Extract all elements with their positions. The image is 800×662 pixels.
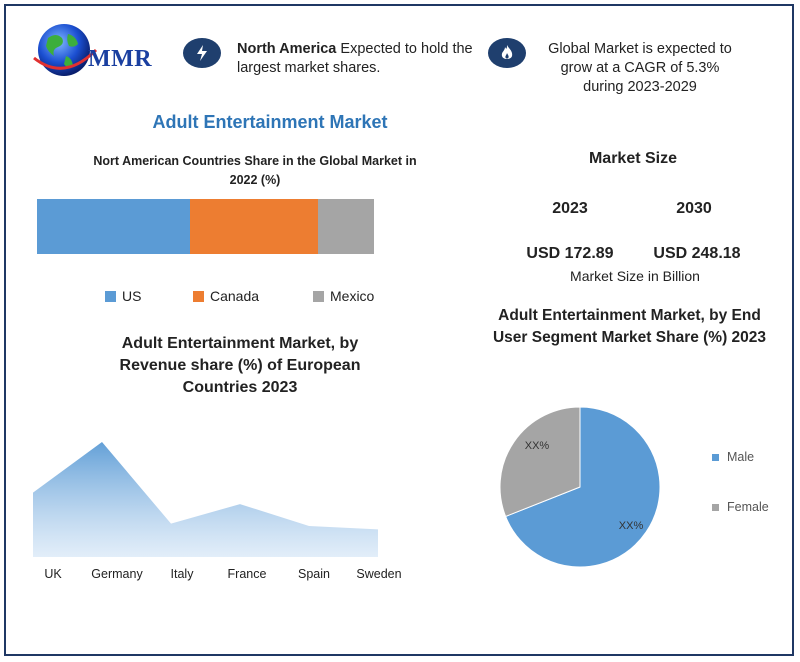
pie-chart-title: Adult Entertainment Market, by End User … — [492, 307, 767, 346]
highlight-rest: Expected to hold the largest market shar… — [237, 41, 473, 76]
pie-legend-label-female: Female — [727, 500, 769, 514]
stacked-bar — [37, 199, 374, 254]
market-size-unit-label: Market Size in Billion — [570, 268, 700, 284]
x-tick-label: Italy — [171, 567, 195, 581]
highlight-bold: North America — [237, 41, 337, 57]
legend-swatch-canada — [193, 290, 204, 302]
lightning-icon — [183, 38, 221, 68]
flame-icon — [488, 38, 526, 68]
area-series — [33, 442, 378, 557]
market-size-year-2030: 2030 — [676, 200, 712, 217]
logo — [30, 20, 170, 82]
area-chart: UK Germany Italy France Spain Sweden — [33, 442, 402, 581]
pie-legend-swatch-female — [712, 503, 719, 511]
main-title: Adult Entertainment Market — [152, 112, 388, 132]
stacked-bar-title: Nort American Countries Share in the Glo… — [93, 154, 417, 187]
infographic-frame — [4, 4, 794, 656]
bar-segment-mexico — [318, 199, 374, 254]
bar-segment-us — [37, 199, 191, 254]
pie-legend-label-male: Male — [727, 450, 755, 464]
pie-slice-female — [499, 406, 581, 518]
legend-label-us: US — [122, 288, 142, 304]
pie-legend-swatch-male — [712, 453, 719, 461]
legend-label-mexico: Mexico — [330, 288, 375, 304]
market-size-value-2030: USD 248.18 — [653, 245, 741, 262]
legend-item-mexico: Mexico — [313, 288, 374, 304]
pie-chart: XX% XX% — [499, 406, 661, 568]
market-size-year-2023: 2023 — [552, 200, 588, 217]
pie-data-label-female: XX% — [525, 440, 550, 452]
legend-label-canada: Canada — [210, 288, 260, 304]
legend-swatch-us — [105, 290, 116, 302]
x-tick-label: Spain — [298, 567, 330, 581]
x-tick-label: Sweden — [356, 567, 401, 581]
area-chart-title: Adult Entertainment Market, by Revenue s… — [119, 335, 361, 396]
x-tick-label: UK — [44, 567, 62, 581]
pie-data-label-male: XX% — [619, 520, 644, 532]
highlight-north-america: North America Expected to hold the large… — [237, 40, 477, 78]
bar-segment-canada — [190, 199, 319, 254]
highlight-cagr: Global Market is expected to grow at a C… — [548, 41, 732, 95]
legend-swatch-mexico — [313, 290, 324, 302]
globe-icon — [33, 24, 98, 76]
legend-item-us: US — [105, 288, 141, 304]
x-tick-label: Germany — [91, 567, 143, 581]
x-tick-label: France — [228, 567, 267, 581]
legend-item-canada: Canada — [193, 288, 259, 304]
market-size-value-2023: USD 172.89 — [526, 245, 614, 262]
pie-slice-male — [504, 406, 661, 568]
market-size-title: Market Size — [588, 150, 678, 167]
pie-legend-item-female: Female — [712, 500, 769, 514]
logo-text: MMR — [88, 46, 153, 72]
pie-legend-item-male: Male — [712, 450, 754, 464]
